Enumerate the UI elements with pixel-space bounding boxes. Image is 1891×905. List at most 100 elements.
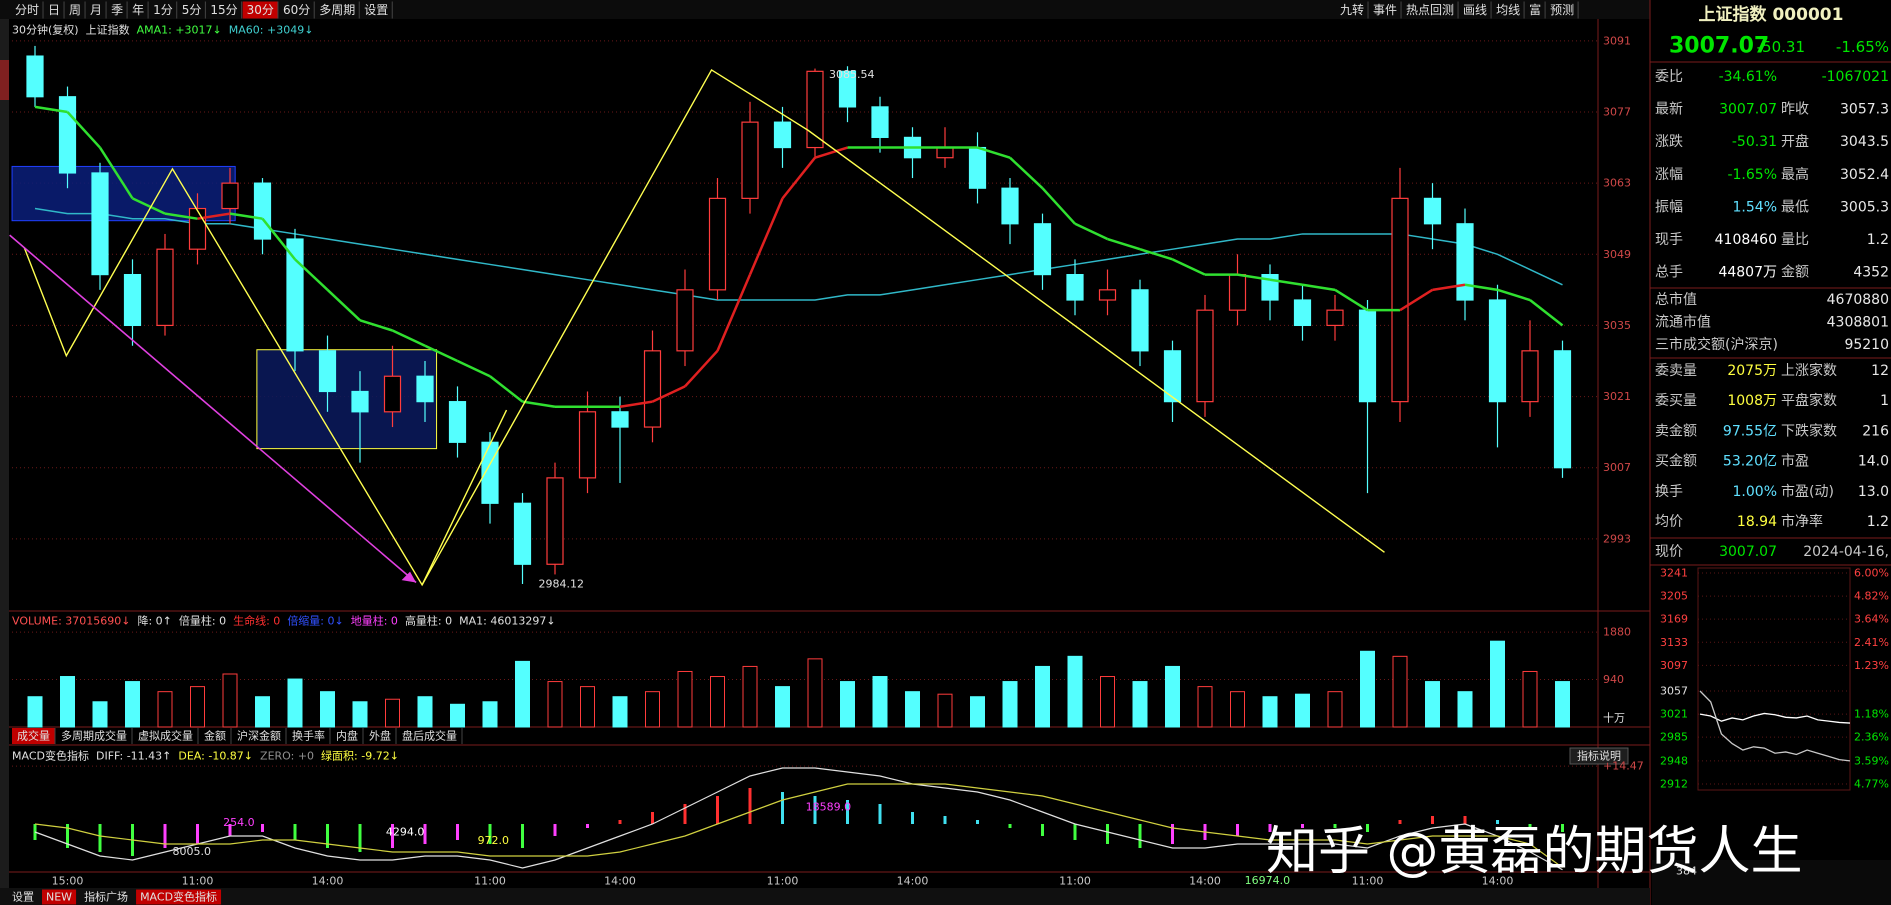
mini-volume-label: 384: [1676, 865, 1697, 878]
volume-bar: [905, 691, 920, 728]
macd-annotation: 16974.0: [1245, 874, 1291, 887]
x-tick-label: 11:00: [1352, 875, 1384, 888]
tab[interactable]: 多周期成交量: [61, 729, 127, 743]
toolbar-item[interactable]: 多周期: [319, 3, 355, 17]
footer-item[interactable]: MACD变色指标: [140, 890, 217, 904]
tab[interactable]: 外盘: [369, 729, 391, 743]
toolbar-item[interactable]: 设置: [364, 3, 388, 17]
tab[interactable]: 虚拟成交量: [138, 729, 193, 743]
y-tick-label: 1880: [1603, 626, 1631, 639]
quote-value: 3043.5: [1840, 134, 1889, 150]
indicator-segment: [229, 212, 263, 220]
quote-label: 买金额: [1655, 454, 1697, 470]
footer-item[interactable]: NEW: [46, 891, 72, 904]
toolbar-item[interactable]: 15分: [210, 3, 237, 17]
toolbar-item[interactable]: 画线: [1463, 3, 1487, 17]
volume-bar: [612, 696, 628, 728]
quote-label: 现手: [1655, 232, 1683, 248]
toolbar-item[interactable]: 1分: [153, 3, 173, 17]
indicator-segment: [781, 156, 816, 200]
quote-value: 2024-04-16,: [1803, 544, 1889, 560]
volume-bar: [1555, 681, 1570, 728]
toolbar-item[interactable]: 均线: [1496, 3, 1520, 17]
mini-line: [1699, 690, 1851, 762]
toolbar-item[interactable]: 60分: [283, 3, 310, 17]
tab[interactable]: 成交量: [17, 729, 50, 743]
toolbar-item[interactable]: 预测: [1550, 3, 1574, 17]
candle-body: [578, 411, 597, 479]
quote-label: 昨收: [1781, 102, 1809, 118]
indicator-segment: [164, 212, 198, 220]
footer-item[interactable]: 设置: [12, 891, 34, 904]
indicator-segment: [456, 359, 491, 378]
y-tick-label: 940: [1603, 673, 1624, 686]
toolbar-item[interactable]: 周: [69, 3, 81, 17]
macd-annotation: 8005.0: [172, 845, 211, 858]
legend-item: 降: 0↑: [137, 614, 171, 628]
quote-value: -34.61%: [1719, 69, 1777, 85]
indicator-segment: [522, 400, 556, 408]
volume-bar: [60, 676, 75, 728]
toolbar-item[interactable]: 5分: [182, 3, 202, 17]
candle-body: [221, 182, 239, 210]
indicator-help-label[interactable]: 指标说明: [1577, 749, 1621, 763]
volume-bar: [677, 670, 693, 728]
indicator-help-button[interactable]: [1569, 747, 1629, 765]
candle-body: [643, 350, 662, 428]
indicator-line: [34, 207, 1563, 301]
tab[interactable]: 金额: [204, 729, 226, 743]
toolbar-item[interactable]: 日: [48, 3, 60, 17]
tab[interactable]: 换手率: [292, 729, 325, 743]
legend-item: AMA1: +3017↓: [137, 24, 222, 37]
quote-label: 委比: [1655, 69, 1683, 85]
indicator-segment: [814, 146, 848, 159]
legend-item: 倍量柱: 0: [179, 614, 226, 628]
volume-bar: [1392, 655, 1408, 728]
toolbar-item[interactable]: 季: [111, 3, 123, 17]
toolbar-item[interactable]: 富: [1529, 2, 1541, 17]
quote-label: 金额: [1781, 265, 1809, 281]
quote-value: 97.55亿: [1723, 423, 1777, 439]
indicator-segment: [1497, 288, 1531, 302]
quote-label: 换手: [1655, 483, 1683, 500]
tab[interactable]: 沪深金额: [237, 729, 281, 743]
volume-bar: [580, 686, 595, 728]
toolbar-item[interactable]: 年: [132, 3, 144, 17]
toolbar-item[interactable]: 事件: [1373, 3, 1397, 17]
trend-drawing: [9, 234, 417, 584]
volume-bar: [775, 686, 790, 728]
indicator-segment: [1464, 283, 1498, 292]
volume-bar: [450, 703, 465, 728]
volume-bar: [1002, 681, 1018, 728]
volume-bar: [742, 665, 758, 728]
quote-value: 12: [1871, 363, 1889, 379]
mini-volume-bg: [1652, 860, 1891, 905]
toolbar-item[interactable]: 30分: [247, 3, 274, 17]
candle-body: [513, 502, 532, 565]
volume-bar: [970, 696, 985, 728]
tab[interactable]: 盘后成交量: [402, 729, 457, 743]
indicator-segment: [424, 344, 459, 363]
toolbar-item[interactable]: 月: [90, 3, 102, 17]
mini-price-label: 3021: [1660, 708, 1688, 721]
tab[interactable]: 内盘: [336, 729, 358, 743]
candle-body: [1423, 197, 1442, 225]
toolbar-item[interactable]: 九转: [1340, 2, 1364, 17]
toolbar-item[interactable]: 热点回测: [1406, 3, 1454, 17]
indicator-segment: [1041, 187, 1076, 225]
quote-value: 14.0: [1858, 454, 1889, 470]
quote-value: -1.65%: [1727, 167, 1777, 183]
volume-bar: [1230, 691, 1245, 728]
footer-item[interactable]: 指标广场: [84, 890, 128, 904]
footer-bg: [0, 888, 1650, 905]
indicator-segment: [651, 385, 686, 403]
x-tick-label: 14:00: [604, 875, 636, 888]
volume-bar: [482, 701, 498, 728]
legend-item: DEA: -10.87↓: [178, 750, 253, 763]
content: 分时日周月季年 1分 5分 15分 30分 60分 多周期 设置 九转 事件 热点回测 画线 均线富预测…: [9, 1, 1889, 905]
toolbar-item[interactable]: 分时: [15, 3, 39, 17]
macd-annotation: 972.0: [478, 834, 510, 847]
candle-body: [676, 289, 694, 352]
candle-body: [286, 238, 304, 352]
